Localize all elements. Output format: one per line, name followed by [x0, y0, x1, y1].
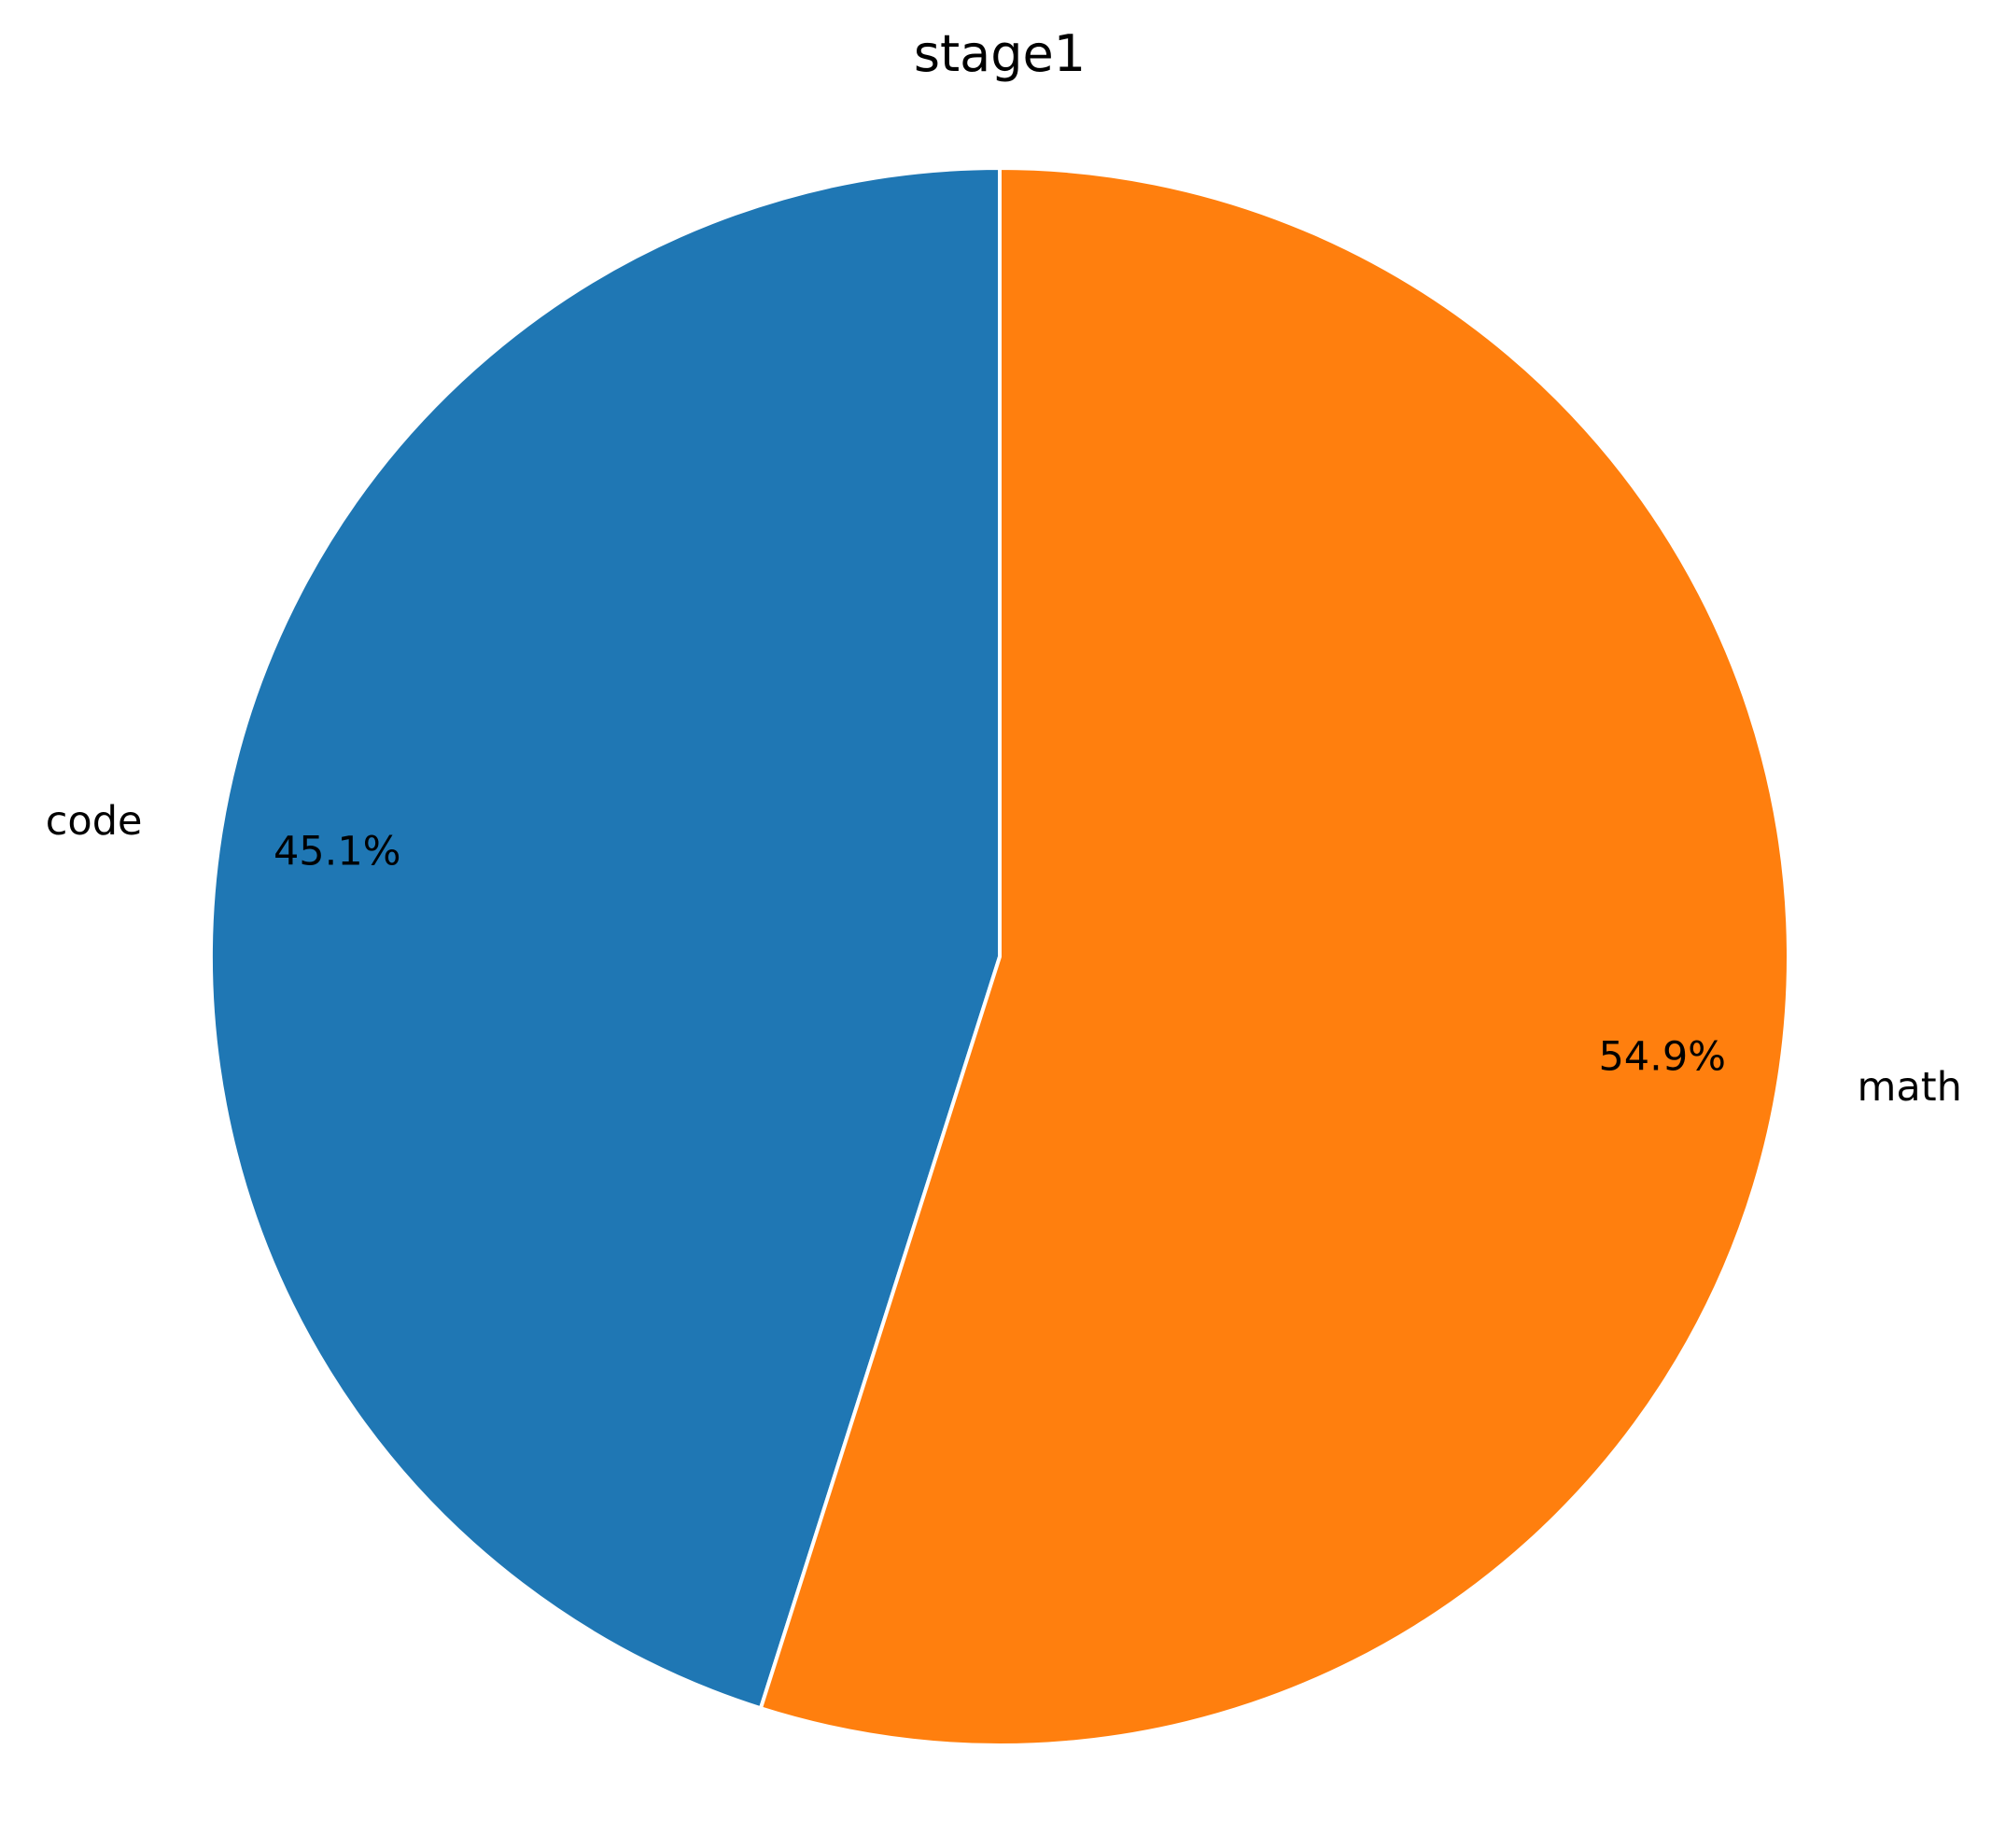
pie-slice-code: [208, 166, 1002, 1711]
slice-label-code: code: [46, 798, 143, 845]
pct-label-math: 54.9%: [1598, 1034, 1726, 1081]
pie-slice-math: [758, 166, 1790, 1747]
slice-label-math: math: [1858, 1064, 1962, 1111]
pct-label-code: 45.1%: [274, 828, 401, 875]
chart-title: stage1: [914, 24, 1086, 83]
slices-layer: [208, 166, 1790, 1747]
labels-layer: code 45.1% math 54.9%: [46, 798, 1962, 1111]
